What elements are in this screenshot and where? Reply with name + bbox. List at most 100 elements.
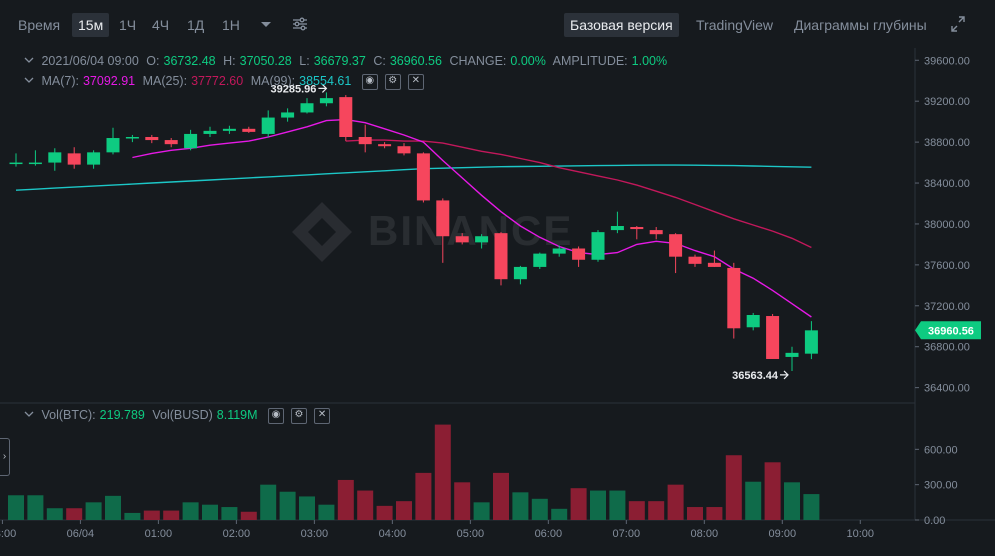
volume-bar — [648, 501, 665, 520]
volume-bar — [124, 512, 141, 520]
candle-body — [145, 137, 159, 141]
candle-body — [707, 262, 721, 267]
volume-bar — [454, 482, 471, 520]
candle-body — [184, 133, 198, 149]
high-value: 37050.28 — [239, 54, 292, 68]
volume-bar — [260, 484, 277, 520]
y-tick-label: 37200.00 — [924, 301, 970, 313]
interval-15m[interactable]: 15м — [72, 13, 110, 37]
candle-body — [533, 253, 547, 267]
vol-visibility-eye-icon[interactable]: ◉ — [268, 407, 285, 424]
expand-panel-chevron-right-icon[interactable]: › — [0, 438, 10, 476]
vol-close-icon[interactable]: ✕ — [314, 407, 331, 424]
vol-btc-label: Vol(BTC): — [41, 408, 96, 422]
candle-body — [358, 137, 372, 145]
volume-bar — [202, 504, 218, 520]
x-tick-label: 08:00 — [691, 528, 719, 540]
fullscreen-expand-icon[interactable] — [950, 12, 966, 36]
current-price-label: 36960.56 — [928, 325, 974, 337]
binance-logo-icon — [292, 202, 352, 262]
volume-bar — [8, 495, 24, 520]
amplitude-value: 1.00% — [631, 54, 668, 68]
collapse-chevron-icon[interactable] — [24, 72, 34, 90]
view-tradingview[interactable]: TradingView — [696, 17, 774, 33]
interval-1d[interactable]: 1Д — [187, 17, 205, 33]
collapse-chevron-icon[interactable] — [24, 52, 34, 70]
volume-bar — [803, 494, 820, 520]
y-tick-label: 39600.00 — [924, 55, 970, 67]
low-arrow-icon — [780, 370, 789, 380]
volume-bar — [512, 492, 529, 520]
volume-bar — [667, 484, 684, 520]
volume-bar — [221, 507, 238, 520]
candle-body — [319, 98, 333, 104]
candle-body — [649, 230, 663, 235]
volume-bar — [318, 504, 335, 520]
volume-legend: Vol(BTC): 219.789 Vol(BUSD) 8.119M ◉ ⚙ ✕ — [24, 406, 334, 424]
volume-bar — [299, 496, 315, 520]
x-tick-label: 03:00 — [301, 528, 329, 540]
volume-bar — [687, 507, 703, 520]
view-depth-chart[interactable]: Диаграммы глубины — [794, 17, 927, 33]
candle-body — [203, 130, 217, 134]
collapse-chevron-icon[interactable] — [24, 406, 34, 424]
volume-bar — [551, 508, 568, 520]
ohlc-legend: 2021/06/04 09:00 O: 36732.48 H: 37050.28 L… — [24, 52, 671, 70]
vol-busd-label: Vol(BUSD) — [152, 408, 213, 422]
candle-body — [106, 138, 120, 153]
open-value: 36732.48 — [163, 54, 216, 68]
ma99-value: 38554.61 — [299, 74, 352, 88]
x-tick-label: 05:00 — [457, 528, 485, 540]
volume-bar — [163, 510, 180, 520]
indicator-settings-icon[interactable] — [291, 12, 309, 36]
x-tick-label: 06:00 — [535, 528, 563, 540]
view-basic[interactable]: Базовая версия — [564, 13, 679, 37]
open-label: O: — [146, 54, 160, 68]
candle-body — [222, 128, 236, 131]
interval-time[interactable]: Время — [18, 17, 61, 33]
ma-close-icon[interactable]: ✕ — [407, 73, 424, 90]
interval-4h[interactable]: 4Ч — [152, 17, 170, 33]
vol-btc-value: 219.789 — [99, 408, 145, 422]
volume-bar — [415, 472, 432, 520]
ma25-value: 37772.60 — [191, 74, 244, 88]
volume-bar — [240, 511, 257, 520]
more-intervals-chevron-down-icon[interactable] — [259, 12, 273, 36]
volume-bars — [8, 424, 820, 520]
watermark-text: BINANCE — [368, 207, 573, 254]
ma99-line — [15, 164, 812, 191]
vol-settings-gear-icon[interactable]: ⚙ — [291, 407, 308, 424]
volume-bar — [745, 481, 762, 520]
volume-bar — [764, 462, 781, 520]
x-tick-label: 04:00 — [379, 528, 407, 540]
candle-body — [9, 162, 23, 165]
candle-body — [164, 140, 178, 145]
ma-legend: MA(7): 37092.91 MA(25): 37772.60 MA(99): 38… — [24, 72, 428, 90]
low-price-marker: 36563.44 — [732, 370, 779, 382]
price-markers: 39285.96 36563.44 36960.56 — [271, 83, 981, 382]
candles — [9, 92, 818, 371]
interval-1h[interactable]: 1Ч — [119, 17, 137, 33]
candle-body — [610, 226, 624, 231]
candle-body — [785, 352, 799, 357]
volume-bar — [725, 455, 742, 520]
volume-bar — [27, 495, 44, 520]
chart-axes: 36400.00 36800.00 37200.00 37600.00 38000.00… — [0, 55, 970, 540]
ma-visibility-eye-icon[interactable]: ◉ — [361, 73, 378, 90]
interval-1w[interactable]: 1Н — [222, 17, 240, 33]
binance-watermark: BINANCE — [292, 202, 573, 262]
price-chart[interactable]: BINANCE 36400.00 36800.00 37200.00 37600.00… — [0, 48, 995, 556]
candle-body — [28, 162, 42, 165]
volume-bar — [784, 482, 800, 520]
candle-body — [300, 103, 314, 113]
volume-bar — [357, 490, 374, 520]
candle-body — [669, 234, 683, 257]
candle-body — [804, 330, 818, 354]
high-price-marker: 39285.96 — [271, 83, 317, 95]
ma-settings-gear-icon[interactable]: ⚙ — [384, 73, 401, 90]
ma25-line — [345, 139, 812, 249]
candle-body — [766, 316, 780, 359]
volume-bar — [531, 498, 548, 520]
vol-busd-value: 8.119M — [216, 408, 258, 422]
y-tick-label: 38800.00 — [924, 137, 970, 149]
